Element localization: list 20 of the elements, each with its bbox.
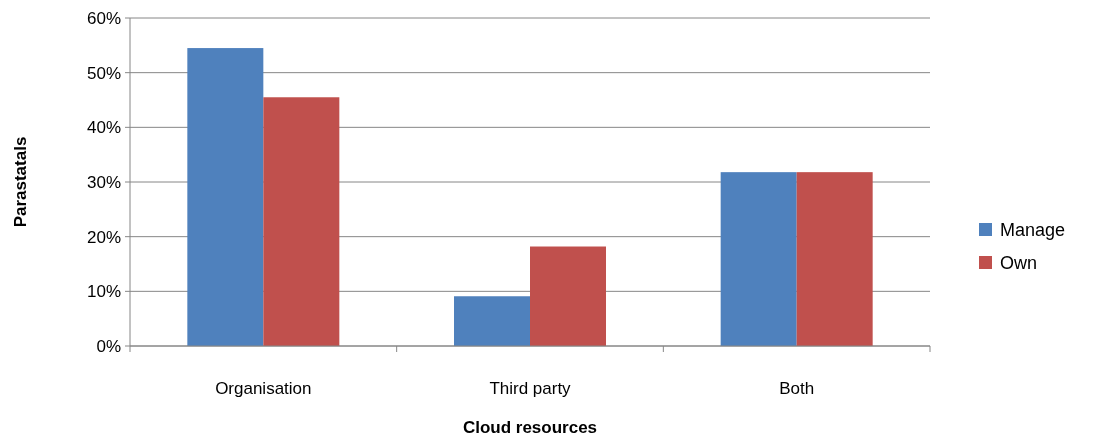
bar <box>263 97 340 346</box>
x-tick-label: Organisation <box>215 379 312 398</box>
bar <box>796 172 873 346</box>
bar <box>720 172 797 346</box>
y-tick-label: 60% <box>86 8 121 28</box>
x-axis-title: Cloud resources <box>462 418 598 437</box>
bar <box>530 246 606 346</box>
y-tick-label: 20% <box>86 227 121 247</box>
legend-label: Manage <box>1000 220 1066 241</box>
legend-label: Own <box>1000 253 1038 274</box>
y-axis-title: Parastatals <box>11 136 30 228</box>
x-tick-label: Third party <box>489 379 572 398</box>
y-tick-label: 30% <box>86 172 121 192</box>
bar <box>454 296 530 346</box>
bar <box>187 48 264 346</box>
x-tick-label: Both <box>779 379 815 398</box>
y-tick-label: 0% <box>96 336 121 356</box>
y-tick-label: 40% <box>86 118 121 138</box>
y-tick-label: 50% <box>86 63 121 83</box>
y-tick-label: 10% <box>86 282 121 302</box>
